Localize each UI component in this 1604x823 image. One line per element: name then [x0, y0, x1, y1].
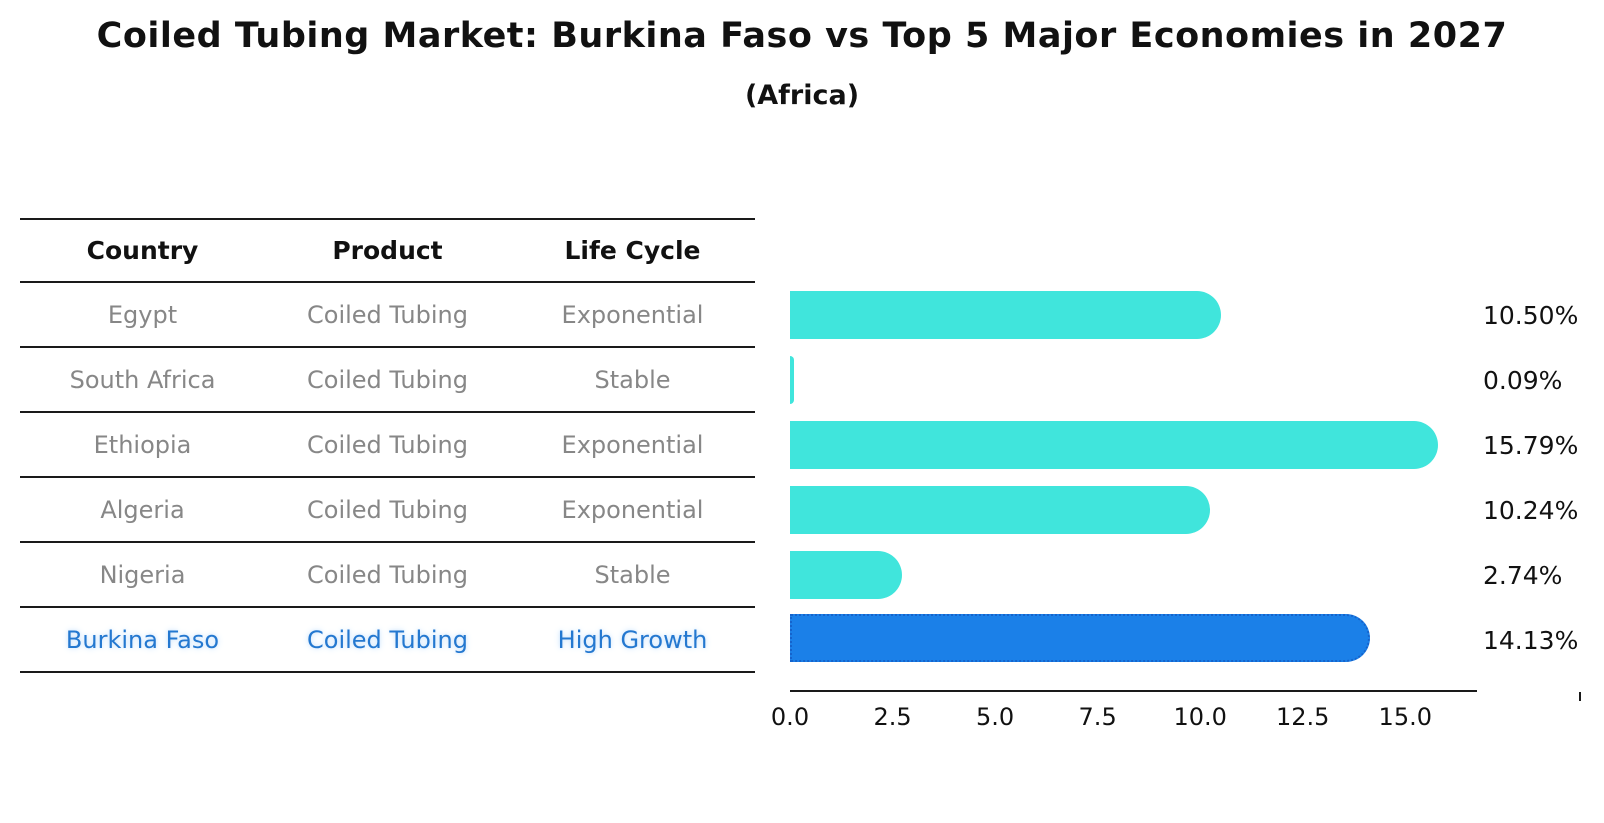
value-label-algeria: 10.24% — [1483, 496, 1579, 525]
table-row-burkina-faso: Burkina Faso Coiled Tubing High Growth — [20, 608, 755, 673]
product-cell: Coiled Tubing — [307, 560, 468, 589]
product-cell: Coiled Tubing — [307, 495, 468, 524]
table-row-algeria: Algeria Coiled Tubing Exponential — [20, 478, 755, 543]
table-header-row: Country Product Life Cycle — [20, 218, 755, 283]
product-cell: Coiled Tubing — [307, 430, 468, 459]
x-tick-label: 10.0 — [1173, 703, 1227, 731]
country-cell: Ethiopia — [93, 430, 192, 459]
product-cell: Coiled Tubing — [307, 300, 468, 329]
x-tick-label: 12.5 — [1276, 703, 1330, 731]
value-label-south-africa: 0.09% — [1483, 366, 1563, 395]
bar-nigeria — [790, 551, 903, 599]
bar-egypt — [790, 291, 1221, 339]
x-axis-ticks: 0.0 2.5 5.0 7.5 10.0 12.5 15.0 — [771, 0, 1581, 823]
life-cycle-cell: Exponential — [561, 430, 704, 459]
page-subtitle: (Africa) — [744, 80, 860, 111]
table-header-life-cycle: Life Cycle — [564, 236, 701, 265]
value-label-nigeria: 2.74% — [1483, 561, 1563, 590]
x-axis-line — [790, 690, 1477, 692]
country-cell: Algeria — [100, 495, 185, 524]
x-tick-label: 2.5 — [873, 703, 912, 731]
x-tick-mark — [1579, 692, 1581, 701]
product-cell: Coiled Tubing — [307, 625, 468, 654]
country-cell: Burkina Faso — [65, 625, 220, 654]
bar-burkina-faso — [790, 614, 1370, 662]
table-row-south-africa: South Africa Coiled Tubing Stable — [20, 348, 755, 413]
bar-south-africa — [790, 356, 794, 404]
life-cycle-cell: High Growth — [557, 625, 708, 654]
country-cell: Egypt — [107, 300, 178, 329]
page-title: Coiled Tubing Market: Burkina Faso vs To… — [96, 16, 1508, 56]
life-cycle-cell: Exponential — [561, 495, 704, 524]
bar-ethiopia — [790, 421, 1438, 469]
table-row-nigeria: Nigeria Coiled Tubing Stable — [20, 543, 755, 608]
country-cell: South Africa — [69, 365, 216, 394]
life-cycle-cell: Exponential — [561, 300, 704, 329]
product-cell: Coiled Tubing — [307, 365, 468, 394]
x-tick-label: 5.0 — [975, 703, 1015, 731]
x-tick-label: 0.0 — [770, 703, 810, 731]
life-cycle-cell: Stable — [594, 560, 671, 589]
value-label-egypt: 10.50% — [1483, 301, 1579, 330]
bar-chart — [790, 283, 1475, 673]
country-cell: Nigeria — [99, 560, 186, 589]
life-cycle-cell: Stable — [594, 365, 671, 394]
comparison-table: Country Product Life Cycle Egypt Coiled … — [20, 218, 755, 673]
table-header-country: Country — [86, 236, 199, 265]
table-header-product: Product — [332, 236, 443, 265]
table-row-ethiopia: Ethiopia Coiled Tubing Exponential — [20, 413, 755, 478]
x-tick-label: 7.5 — [1078, 703, 1117, 731]
value-label-burkina-faso: 14.13% — [1483, 626, 1579, 655]
bar-algeria — [790, 486, 1210, 534]
x-tick-label: 15.0 — [1378, 703, 1432, 731]
table-row-egypt: Egypt Coiled Tubing Exponential — [20, 283, 755, 348]
value-label-ethiopia: 15.79% — [1483, 431, 1579, 460]
